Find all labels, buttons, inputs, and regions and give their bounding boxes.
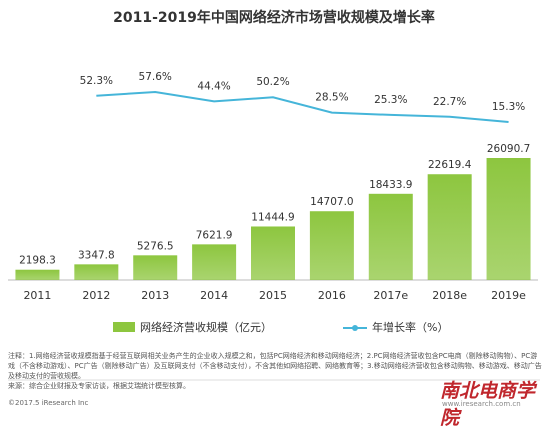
bar bbox=[15, 269, 60, 280]
bar bbox=[251, 226, 295, 280]
bar bbox=[309, 211, 354, 280]
bar-value-label: 11444.9 bbox=[251, 211, 294, 223]
bar-value-label: 22619.4 bbox=[428, 159, 472, 171]
line-value-label: 15.3% bbox=[492, 101, 525, 113]
notes: 注释：1.网络经济营收规模指基于经营互联网相关业务产生的企业收入规模之和，包括P… bbox=[8, 352, 542, 380]
x-tick-label: 2017e bbox=[373, 289, 408, 302]
page: 2011-2019年中国网络经济市场营收规模及增长率 2011 2012 2013 2… bbox=[8, 9, 542, 429]
growth-line bbox=[96, 90, 509, 123]
line-value-label: 50.2% bbox=[256, 76, 289, 88]
chart: 2011-2019年中国网络经济市场营收规模及增长率 2011 2012 2013 2… bbox=[8, 9, 540, 381]
website: www.iresearch.com.cn bbox=[442, 400, 521, 408]
chart-title: 2011-2019年中国网络经济市场营收规模及增长率 bbox=[113, 9, 435, 26]
bar bbox=[133, 255, 178, 280]
bar bbox=[74, 264, 119, 280]
line-value-label: 28.5% bbox=[315, 92, 348, 104]
bar-value-label: 7621.9 bbox=[196, 229, 233, 241]
bar-value-label: 2198.3 bbox=[19, 255, 56, 267]
x-tick-label: 2012 bbox=[82, 289, 110, 302]
line-value-label: 25.3% bbox=[374, 94, 407, 106]
bar-value-label: 5276.5 bbox=[137, 240, 174, 252]
x-tick-label: 2013 bbox=[141, 289, 169, 302]
line-value-label: 22.7% bbox=[433, 96, 466, 108]
line-value-label: 57.6% bbox=[139, 71, 172, 83]
legend-label: 年增长率（%） bbox=[372, 320, 448, 334]
line-value-label: 52.3% bbox=[80, 75, 113, 87]
copyright: ©2017.5 iResearch Inc bbox=[8, 399, 89, 407]
legend-dot bbox=[352, 325, 358, 331]
bar-value-label: 3347.8 bbox=[78, 249, 115, 261]
x-tick-label: 2016 bbox=[318, 289, 346, 302]
legend-label: 网络经济营收规模（亿元） bbox=[140, 320, 272, 334]
bar-value-label: 18433.9 bbox=[369, 179, 412, 191]
bar bbox=[192, 244, 237, 280]
source: 来源：综合企业财报及专家访谈，根据艾瑞统计模型核算。 bbox=[8, 382, 190, 390]
x-tick-label: 2018e bbox=[432, 289, 467, 302]
x-tick-label: 2011 bbox=[23, 289, 51, 302]
bar bbox=[427, 174, 472, 280]
x-tick-label: 2019e bbox=[491, 289, 526, 302]
bar bbox=[486, 158, 531, 280]
legend-swatch bbox=[113, 322, 135, 332]
bar-value-label: 26090.7 bbox=[487, 143, 530, 155]
line-value-label: 44.4% bbox=[197, 80, 230, 92]
bar-value-label: 14707.0 bbox=[310, 196, 353, 208]
x-tick-label: 2014 bbox=[200, 289, 228, 302]
bar bbox=[368, 193, 413, 280]
x-tick-label: 2015 bbox=[259, 289, 287, 302]
